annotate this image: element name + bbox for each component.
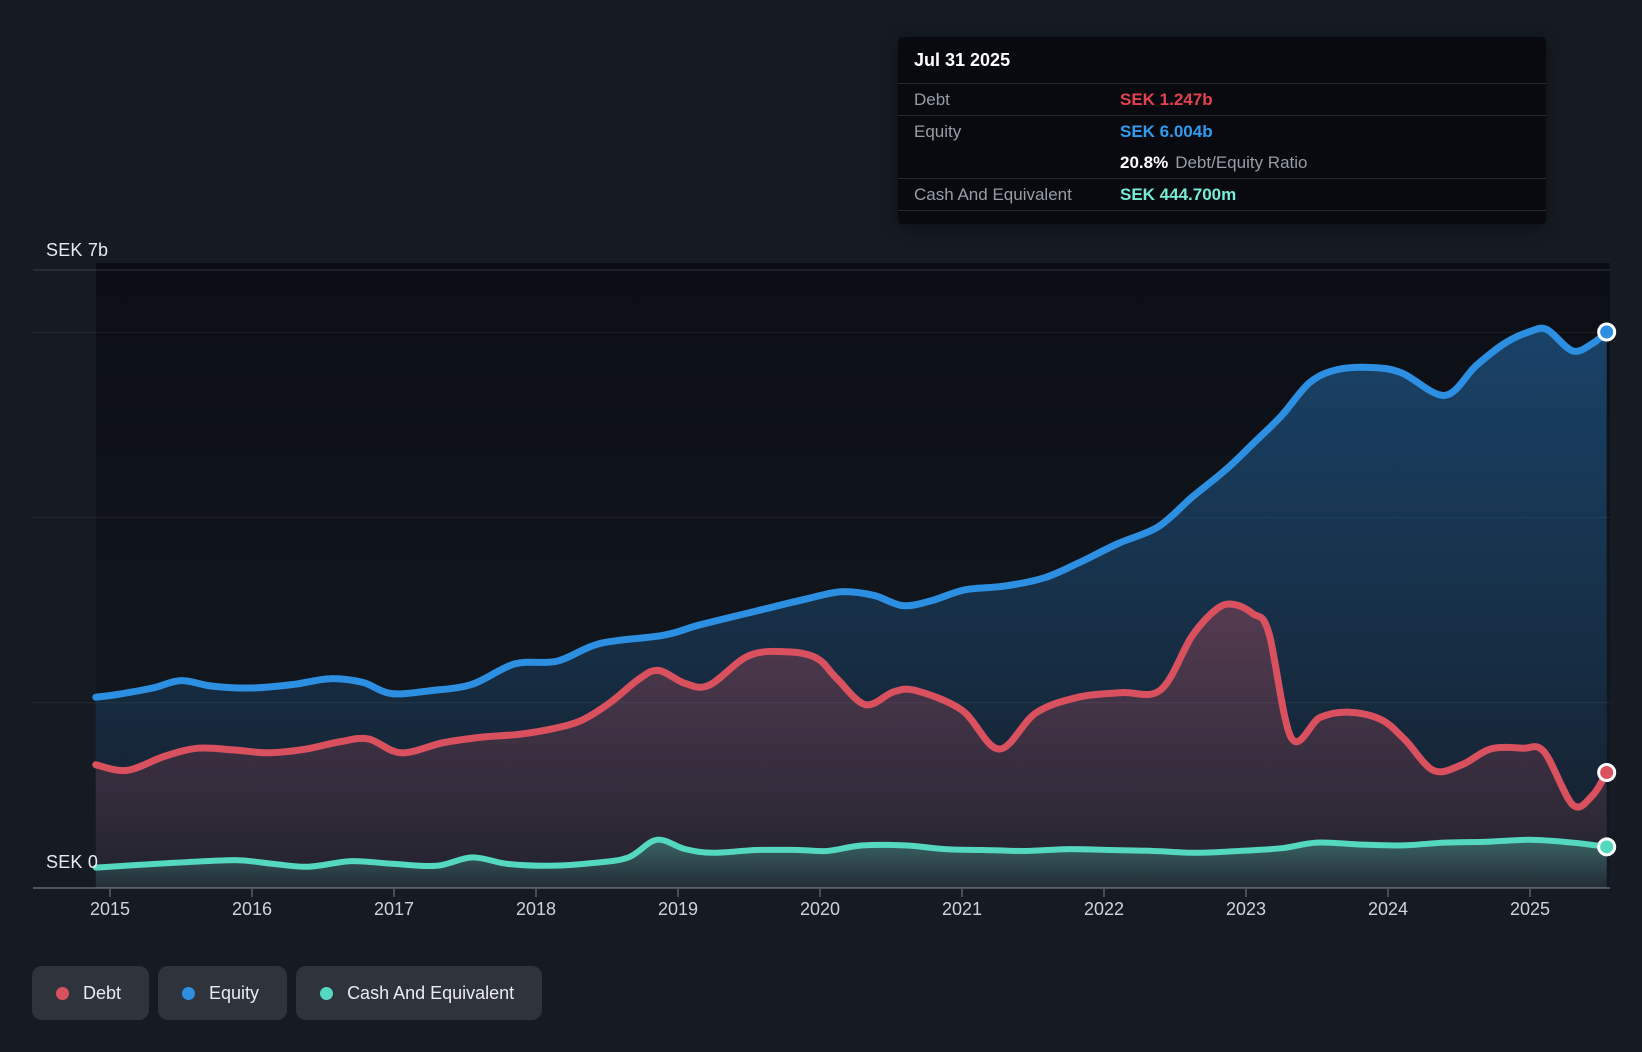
tooltip-equity-value: SEK 6.004b <box>1120 121 1213 141</box>
equity-color-dot-icon <box>182 986 196 1000</box>
x-axis-label: 2018 <box>515 899 557 919</box>
legend-cash-label: Cash And Equivalent <box>347 982 515 1003</box>
tooltip-debt-value: SEK 1.247b <box>1120 89 1213 109</box>
tooltip-ratio-label: Debt/Equity Ratio <box>1175 152 1308 172</box>
cash-endpoint-marker[interactable] <box>1597 837 1617 857</box>
tooltip-cash-label: Cash And Equivalent <box>914 184 1072 204</box>
equity-line <box>92 324 1611 701</box>
legend-item-cash[interactable]: Cash And Equivalent <box>296 966 543 1020</box>
legend-equity-label: Equity <box>209 982 260 1003</box>
x-axis-label: 2017 <box>373 899 415 919</box>
legend-debt-label: Debt <box>83 982 122 1003</box>
legend-item-equity[interactable]: Equity <box>158 966 288 1020</box>
tooltip-cash-value: SEK 444.700m <box>1120 184 1237 204</box>
debt-color-dot-icon <box>56 986 69 1000</box>
tooltip-row-cash: Cash And Equivalent SEK 444.700m <box>898 178 1546 210</box>
cash-color-dot-icon <box>320 986 334 1000</box>
chart-tooltip: Jul 31 2025 Debt SEK 1.247b Equity SEK 6… <box>898 37 1546 224</box>
y-axis-max-label: SEK 7b <box>46 240 109 260</box>
equity-endpoint-marker[interactable] <box>1597 322 1617 342</box>
debt-area <box>95 604 1607 888</box>
x-axis-label: 2025 <box>1509 899 1551 919</box>
x-axis-label: 2015 <box>89 899 131 919</box>
tooltip-row-ratio: 20.8% Debt/Equity Ratio <box>898 147 1546 178</box>
debt-endpoint-marker[interactable] <box>1597 763 1617 783</box>
chart-legend: Debt Equity Cash And Equivalent <box>32 966 543 1020</box>
tooltip-row-equity: Equity SEK 6.004b <box>898 115 1546 147</box>
tooltip-ratio-value: 20.8% <box>1120 152 1169 172</box>
tooltip-equity-label: Equity <box>914 121 962 141</box>
debt-line <box>92 600 1611 811</box>
x-axis-label: 2021 <box>941 899 983 919</box>
x-axis-label: 2024 <box>1367 899 1409 919</box>
legend-item-debt[interactable]: Debt <box>32 966 150 1020</box>
cash-line <box>92 836 1610 871</box>
x-axis-label: 2020 <box>799 899 841 919</box>
tooltip-debt-label: Debt <box>914 89 950 109</box>
x-axis-label: 2016 <box>231 899 273 919</box>
x-axis-label: 2023 <box>1225 899 1267 919</box>
tooltip-date: Jul 31 2025 <box>914 50 1011 70</box>
y-axis-zero-label: SEK 0 <box>46 852 99 872</box>
x-axis-label: 2022 <box>1083 899 1125 919</box>
tooltip-row-debt: Debt SEK 1.247b <box>898 83 1546 115</box>
x-axis-label: 2019 <box>657 899 699 919</box>
